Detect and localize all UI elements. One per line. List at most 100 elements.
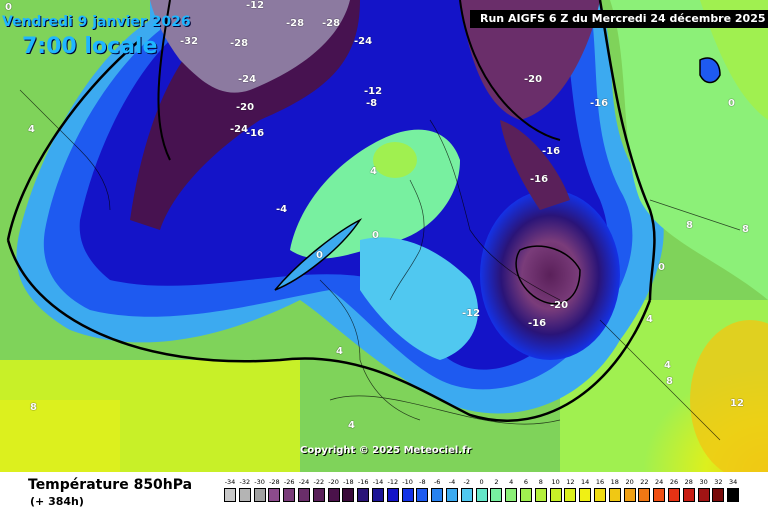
scale-swatch [224,488,236,502]
scale-value: 22 [640,478,649,486]
scale-swatch [460,488,473,502]
map-footer: Température 850hPa (+ 384h) -34 -32 -30 -28… [0,472,768,512]
contour-label: -20 [236,102,255,113]
scale-value: -2 [463,478,471,486]
contour-label: 0 [5,2,12,13]
temperature-field [0,0,768,472]
scale-value: -12 [387,478,399,486]
contour-label: -20 [550,300,569,311]
contour-label: 0 [728,98,735,109]
scale-value: -30 [254,478,265,486]
contour-label: -12 [246,0,265,11]
contour-label: 4 [646,314,653,325]
scale-value: 4 [509,478,514,486]
scale-swatch [327,488,340,502]
contour-label: -16 [528,318,547,329]
scale-value: -24 [298,478,310,486]
scale-swatch [475,488,488,502]
contour-label: -12 [364,86,383,97]
scale-value: 20 [625,478,634,486]
contour-label: -20 [524,74,543,85]
contour-label: -32 [180,36,199,47]
contour-label: -12 [462,308,481,319]
scale-value: -18 [343,478,354,486]
scale-swatch [386,488,399,502]
contour-label: 4 [664,360,671,371]
scale-value: 18 [610,478,619,486]
scale-swatch [268,488,281,502]
scale-swatch [372,488,384,502]
scale-value: 8 [538,478,543,486]
scale-swatch [579,488,592,502]
scale-swatch [594,488,606,502]
scale-swatch [564,488,577,502]
scale-value: -34 [224,478,236,486]
scale-value: -14 [372,478,384,486]
contour-label: -16 [530,174,549,185]
scale-value: 26 [669,478,679,486]
scale-swatch [416,488,429,502]
contour-label: -16 [590,98,609,109]
scale-value: -10 [402,478,413,486]
scale-swatch [446,488,458,502]
contour-label: -8 [366,98,378,109]
contour-label: -24 [230,124,249,135]
scale-swatch [682,488,695,502]
scale-value: 16 [595,478,605,486]
scale-swatch [298,488,310,502]
scale-swatch [638,488,651,502]
scale-value: 30 [699,478,708,486]
contour-label: -24 [354,36,373,47]
scale-swatch [697,488,710,502]
scale-swatch [549,488,562,502]
lead-time: (+ 384h) [30,495,84,508]
copyright-notice: Copyright © 2025 Meteociel.fr [300,445,472,456]
parameter-title: Température 850hPa [28,477,193,493]
scale-value: 6 [523,478,529,486]
scale-value: 12 [566,478,575,486]
scale-value: -32 [239,478,251,486]
scale-value: -8 [419,478,426,486]
scale-swatch [312,488,325,502]
scale-value: -6 [433,478,441,486]
scale-value: 32 [714,478,723,486]
contour-label: 8 [666,376,673,387]
forecast-time: 7:00 locale [22,34,158,59]
color-scale-legend: -34 -32 -30 -28 -26 -24 -22 -20 -18 -16 -14 -12 -10-… [224,478,752,508]
scale-swatch [623,488,636,502]
contour-label: -24 [238,74,257,85]
scale-swatch [431,488,444,502]
contour-label: 8 [686,220,693,231]
scale-swatch [653,488,666,502]
contour-label: -16 [246,128,265,139]
contour-label: 4 [28,124,35,135]
scale-swatch [505,488,518,502]
scale-value: 0 [479,478,484,486]
contour-label: -28 [286,18,305,29]
scale-swatch [608,488,621,502]
contour-label: 0 [658,262,665,273]
scale-swatch [283,488,296,502]
scale-swatch [712,488,725,502]
scale-value: 2 [494,478,499,486]
scale-value: 24 [655,478,664,486]
scale-swatch [668,488,680,502]
scale-value: 10 [551,478,560,486]
scale-value: -16 [357,478,369,486]
scale-swatch [490,488,503,502]
contour-label: 0 [372,230,379,241]
scale-value: -28 [269,478,280,486]
contour-label: -4 [276,204,288,215]
contour-label: -28 [322,18,341,29]
scale-value: 34 [729,478,738,486]
scale-swatch [727,488,740,502]
contour-label: -16 [542,146,561,157]
scale-value: 28 [684,478,693,486]
contour-label: 4 [336,346,343,357]
contour-label: -28 [230,38,249,49]
scale-value: -20 [328,478,339,486]
scale-swatch [357,488,370,502]
scale-value: 14 [581,478,590,486]
scale-value: -22 [313,478,325,486]
contour-label: 8 [742,224,749,235]
